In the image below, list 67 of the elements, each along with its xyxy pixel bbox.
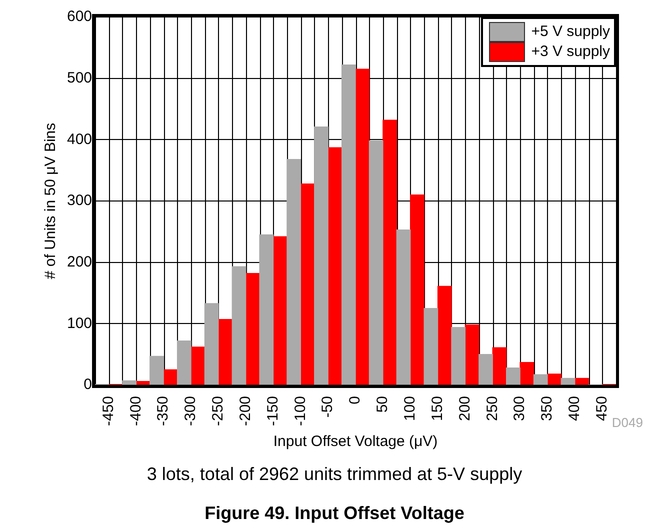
bar: [355, 68, 370, 385]
y-tick-label: 200: [66, 253, 92, 270]
bar: [300, 183, 315, 385]
bar: [520, 362, 534, 385]
x-tick-label: 300: [511, 396, 528, 422]
bar: [272, 236, 288, 385]
bar: [547, 374, 562, 385]
bar: [218, 319, 232, 385]
bar: [232, 266, 246, 385]
bar: [286, 158, 302, 385]
bar: [190, 346, 206, 385]
x-tick-label: 250: [484, 396, 501, 422]
y-tick-label: 600: [66, 8, 92, 26]
x-tick-label: 350: [538, 396, 556, 422]
bar: [382, 120, 397, 385]
bar: [574, 378, 589, 385]
bar: [506, 367, 520, 385]
legend-label: +5 V supply: [531, 22, 610, 42]
bar: [478, 354, 493, 385]
y-tick-label: 300: [66, 192, 92, 210]
x-tick-label: -300: [182, 396, 200, 426]
bar: [492, 347, 507, 385]
x-tick-label: -400: [127, 396, 144, 426]
y-tick-label: 500: [66, 69, 92, 86]
bar: [136, 380, 150, 385]
y-tick-label: 0: [84, 376, 92, 394]
bar: [246, 273, 260, 385]
bar: [464, 324, 480, 385]
bar: [560, 378, 576, 385]
x-tick-label: -100: [292, 396, 309, 426]
text: Figure 49. Input Offset Voltage: [204, 503, 466, 524]
bar: [176, 340, 192, 385]
bar: [341, 64, 356, 385]
x-axis-title: Input Offset Voltage (μV): [273, 433, 438, 450]
bar: [204, 303, 219, 385]
bar: [451, 327, 466, 385]
x-tick-label: -50: [319, 396, 336, 418]
bar: [122, 380, 136, 385]
x-tick-label: 100: [401, 396, 418, 422]
text: D049: [612, 415, 643, 430]
bar: [424, 308, 438, 385]
y-tick-label: 100: [66, 314, 92, 332]
x-tick-label: 150: [428, 396, 446, 422]
bar: [163, 369, 178, 385]
x-tick-label: -250: [210, 396, 227, 426]
x-tick-label: -450: [100, 396, 117, 426]
y-tick-label: 400: [66, 130, 92, 148]
bar: [533, 374, 548, 385]
y-axis-title: # of Units in 50 μV Bins: [42, 122, 60, 280]
bar: [259, 234, 274, 385]
x-tick-label: 50: [374, 396, 392, 413]
x-tick-label: 200: [456, 396, 474, 422]
bar: [150, 356, 164, 385]
bar: [437, 286, 452, 385]
bar: [396, 229, 411, 385]
bar: [368, 140, 384, 385]
bar: [314, 126, 328, 385]
x-tick-label: -200: [236, 396, 254, 426]
x-tick-label: -150: [264, 396, 282, 426]
legend-label: +3 V supply: [531, 42, 610, 62]
bar: [328, 147, 342, 385]
text: 3 lots, total of 2962 units trimmed at 5-V supply: [146, 464, 524, 485]
x-tick-label: 400: [566, 396, 584, 422]
x-tick-label: -350: [154, 396, 172, 426]
bar: [410, 194, 424, 385]
x-tick-label: 0: [346, 396, 364, 404]
x-tick-label: 450: [593, 396, 610, 422]
